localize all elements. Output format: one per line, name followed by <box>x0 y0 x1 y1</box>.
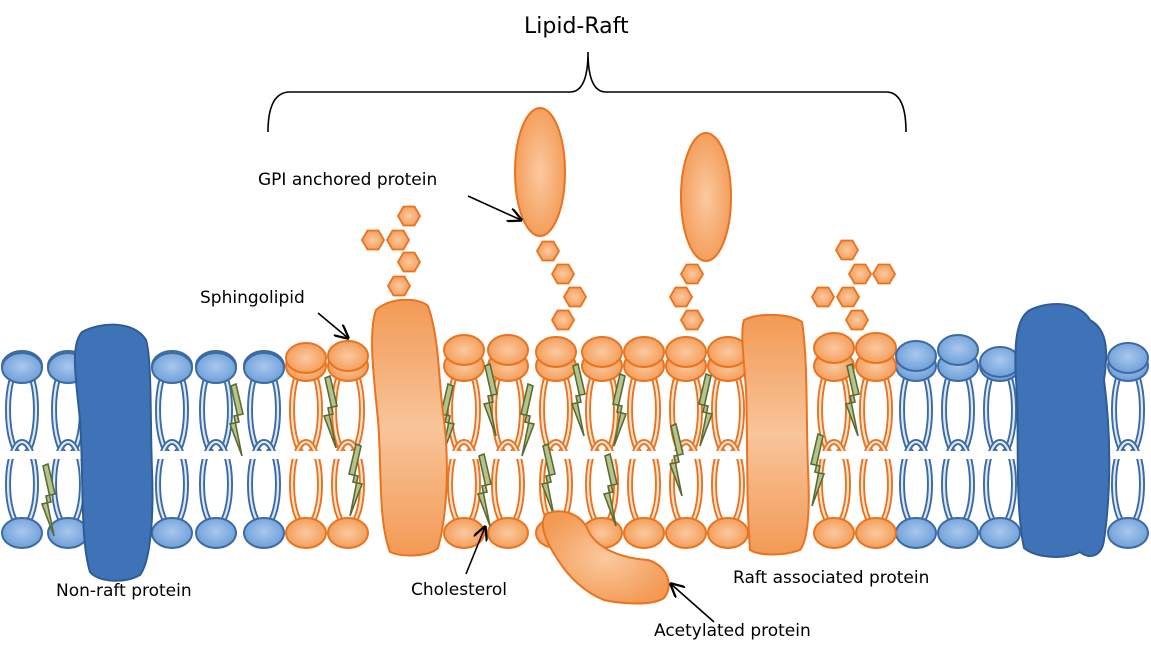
arrow-icon <box>671 584 715 623</box>
cholesterol-icon <box>322 374 338 449</box>
lipid-head <box>855 332 897 364</box>
label-acetylated-protein: Acetylated protein <box>654 621 811 641</box>
annotation-arrows <box>317 195 715 623</box>
diagram-title: Lipid-Raft <box>524 14 629 39</box>
hexagon-icon <box>396 251 422 273</box>
cholesterol-icon <box>40 462 56 537</box>
label-non-raft-protein: Non-raft protein <box>56 581 192 601</box>
non-raft-protein <box>73 323 154 582</box>
acetylated-protein <box>541 510 670 605</box>
lipid-head <box>327 340 369 372</box>
lipid-head <box>487 334 529 366</box>
raft-lipid <box>285 350 327 549</box>
raft-associated-protein <box>741 314 810 556</box>
lipid-head <box>1107 342 1149 374</box>
cholesterol-icon <box>228 382 244 457</box>
raft-lipid <box>665 350 707 549</box>
lipid-head <box>623 336 665 368</box>
cholesterol-icon <box>476 452 492 527</box>
cholesterol-group <box>40 362 860 537</box>
lipid-head <box>979 346 1021 378</box>
hexagon-icon <box>834 239 860 261</box>
lipid-head <box>813 332 855 364</box>
arrow-icon <box>467 195 521 220</box>
cholesterol-icon <box>668 422 684 497</box>
arrow-icon <box>317 312 348 338</box>
label-sphingolipid: Sphingolipid <box>200 288 305 308</box>
hexagon-icon <box>386 275 412 297</box>
hexagon-icon <box>844 309 870 331</box>
hexagon-icon <box>847 263 873 285</box>
hexagon-icon <box>396 205 422 227</box>
lipid-head <box>195 352 237 384</box>
label-gpi-anchored-protein: GPI anchored protein <box>258 170 438 190</box>
lipid-head <box>895 340 937 372</box>
hexagon-icon <box>679 263 705 285</box>
raft-lipid <box>581 350 623 549</box>
hexagon-icon <box>562 286 588 308</box>
lipid-head <box>243 352 285 384</box>
transmembrane-protein <box>371 298 448 557</box>
lipid-head <box>151 352 193 384</box>
hexagon-icon <box>835 286 861 308</box>
label-raft-associated-protein: Raft associated protein <box>733 568 930 588</box>
arrow-icon <box>465 527 485 575</box>
cholesterol-icon <box>698 372 714 447</box>
hexagon-icon <box>871 263 897 285</box>
cholesterol-icon <box>348 442 364 517</box>
sugar-chains <box>360 205 897 331</box>
cholesterol-icon <box>602 452 618 527</box>
cholesterol-icon <box>810 432 826 507</box>
raft-lipid <box>813 350 855 549</box>
non-raft-lipid <box>937 350 979 549</box>
hexagon-icon <box>535 240 561 262</box>
raft-lipid <box>855 350 897 549</box>
non-raft-lipid <box>895 350 937 549</box>
lipid-head <box>665 336 707 368</box>
cholesterol-icon <box>482 362 498 437</box>
cholesterol-icon <box>570 362 586 437</box>
raft-lipid <box>623 350 665 549</box>
lipid-head <box>443 334 485 366</box>
lipid-head <box>581 336 623 368</box>
hexagon-icon <box>810 286 836 308</box>
gpi-protein-oval <box>680 132 732 262</box>
lipid-head <box>937 334 979 366</box>
non-raft-protein-right <box>1014 303 1111 558</box>
raft-lipid <box>443 350 485 549</box>
cholesterol-icon <box>612 372 628 447</box>
hexagon-icon <box>550 263 576 285</box>
gpi-protein-oval <box>514 107 566 237</box>
lipid-head <box>535 336 577 368</box>
cholesterol-icon <box>520 382 536 457</box>
cholesterol-icon <box>540 442 556 517</box>
hexagon-icon <box>679 309 705 331</box>
raft-lipid <box>707 350 749 549</box>
hexagon-icon <box>385 229 411 251</box>
bracket-icon <box>267 51 907 133</box>
non-raft-lipid <box>1107 350 1149 549</box>
cholesterol-icon <box>844 362 860 437</box>
hexagon-icon <box>360 229 386 251</box>
non-raft-lipid <box>979 350 1021 549</box>
lipid-head <box>285 342 327 374</box>
hexagon-icon <box>668 286 694 308</box>
protein-group <box>73 107 1111 605</box>
lipid-head <box>1 352 43 384</box>
raft-lipid <box>327 350 369 549</box>
label-cholesterol: Cholesterol <box>411 580 507 600</box>
hexagon-icon <box>550 309 576 331</box>
